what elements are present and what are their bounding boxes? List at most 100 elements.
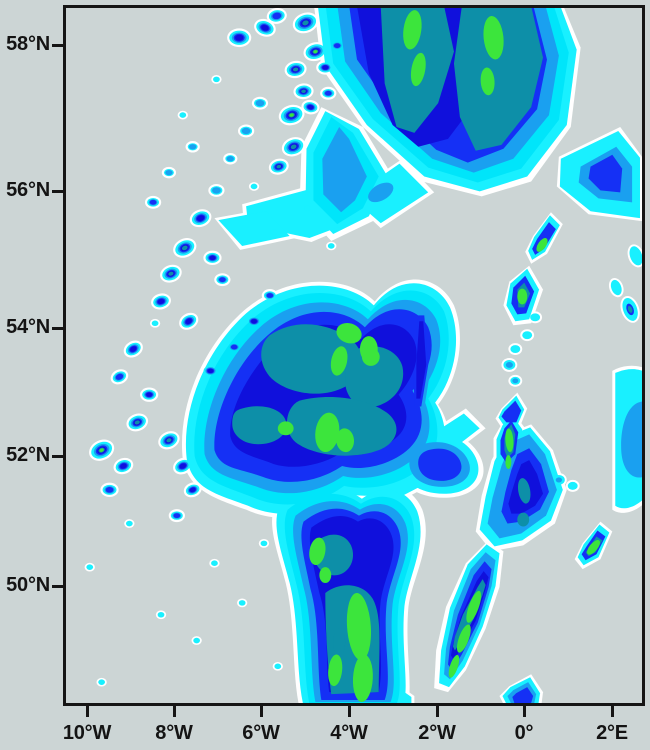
nw-cell-4-l7 (313, 50, 318, 54)
y-tick-label-56: 56°N (6, 179, 50, 201)
contour-layer-green (99, 10, 600, 702)
nw-cell-28-l6 (134, 420, 140, 425)
x-tick-label-2W: 2°W (418, 722, 456, 744)
speck-8 (211, 560, 218, 566)
x-tick-6W (260, 706, 263, 717)
sw-green-c (328, 654, 343, 687)
north-green-a (403, 10, 422, 50)
x-tick-label-4W: 4°W (330, 722, 368, 744)
nw-cell-20-l6 (168, 271, 174, 276)
nw-cell-34-l5 (189, 487, 196, 493)
nw-cell-13-l4 (333, 43, 341, 49)
north-tail-l3 (322, 126, 367, 213)
x-tick-10W (86, 706, 89, 717)
x-tick-label-2E: 2°E (596, 722, 628, 744)
sw-green-d (309, 537, 326, 566)
sw-green-e (319, 567, 332, 584)
nw-cell-35-l4 (173, 513, 181, 519)
ns-dot-2 (510, 345, 521, 354)
nw-cell-17-l3 (212, 187, 221, 194)
y-tick-label-58: 58°N (6, 33, 50, 55)
ireland-teal-a (261, 324, 362, 394)
y-tick-label-52: 52°N (6, 444, 50, 466)
east-blob-l3 (621, 401, 642, 478)
nw-cell-41-l3 (165, 169, 173, 176)
speck-11 (193, 637, 201, 644)
x-tick-label-8W: 8°W (155, 722, 193, 744)
sw-teal-dot (333, 628, 346, 657)
precipitation-contour-canvas (84, 8, 642, 703)
east-crumb-1 (610, 279, 622, 296)
ns-dot-1 (522, 331, 533, 340)
x-tick-2E (611, 706, 614, 717)
nw-cell-8-l6 (290, 144, 297, 150)
y-tick-label-50: 50°N (6, 574, 50, 596)
ireland-teal-b (345, 346, 404, 408)
ns-dot-core-4 (512, 378, 519, 384)
y-tick-50 (52, 585, 63, 588)
y-tick-52 (52, 455, 63, 458)
speck-13 (98, 679, 105, 685)
se-bottom-l4 (512, 687, 534, 703)
x-tick-4W (348, 706, 351, 717)
ns-comp-2 (567, 481, 578, 490)
nw-cell-25-l5 (130, 346, 137, 352)
speck-5 (327, 243, 335, 249)
x-tick-label-0: 0° (514, 722, 534, 744)
ireland-green-e (315, 412, 340, 453)
ns-tail-green-b (456, 624, 471, 653)
ne-slant-green (536, 238, 548, 252)
nw-cell-15-l3 (241, 127, 251, 135)
north-green-b (410, 52, 426, 87)
speck-10 (157, 611, 165, 618)
speck-0 (179, 112, 187, 118)
centre-streak-l5 (416, 321, 427, 399)
ireland-teal-c (286, 397, 397, 456)
ireland-green-g (277, 421, 294, 436)
ns-tail-green-a (466, 590, 482, 623)
speck-18 (260, 540, 268, 547)
ireland-green-f (336, 428, 355, 453)
ns-dot-core-3 (505, 361, 513, 368)
speck-1 (213, 76, 220, 83)
ns-main-teal-b (517, 512, 530, 527)
y-tick-label-54: 54°N (6, 316, 50, 338)
nw-cell-31-l4 (105, 487, 114, 493)
nw-cell-12-l5 (322, 65, 329, 70)
nw-cell-21-l5 (157, 298, 165, 304)
nw-cell-11-l4 (324, 90, 332, 96)
map-plot-area[interactable] (63, 5, 645, 706)
ns-spike-green (505, 428, 514, 453)
speck-12 (274, 663, 282, 670)
speck-7 (125, 520, 133, 527)
nw-cell-7-l7 (289, 113, 294, 117)
speck-17 (86, 564, 94, 570)
ns-iso-green (587, 540, 600, 555)
ns-dot-0 (530, 313, 541, 322)
ns-spike-green-b (505, 455, 512, 470)
nw-cell-22-l5 (209, 255, 216, 260)
x-tick-label-6W: 6°W (242, 722, 280, 744)
x-tick-0 (523, 706, 526, 717)
east-crumb-teal-0 (627, 305, 633, 313)
y-tick-56 (52, 190, 63, 193)
north-band-l6-east (453, 8, 544, 151)
north-green-d (480, 67, 495, 96)
y-tick-58 (52, 44, 63, 47)
nw-cell-38-l5 (251, 319, 257, 324)
nw-cell-6-l6 (301, 89, 306, 94)
nw-cell-16-l3 (226, 156, 234, 162)
nw-cell-33-l5 (179, 463, 186, 469)
nw-cell-3-l6 (302, 20, 309, 26)
streamer-b (218, 211, 290, 246)
nw-cell-39-l4 (266, 293, 274, 298)
speck-4 (304, 205, 311, 212)
nw-cell-32-l6 (166, 438, 172, 443)
speck-3 (270, 229, 278, 235)
x-tick-8W (173, 706, 176, 717)
nw-cell-40-l4 (149, 199, 157, 205)
nw-cell-37-l4 (230, 344, 238, 350)
x-tick-label-10W: 10°W (62, 722, 112, 744)
ns-chain-l4 (501, 400, 522, 423)
